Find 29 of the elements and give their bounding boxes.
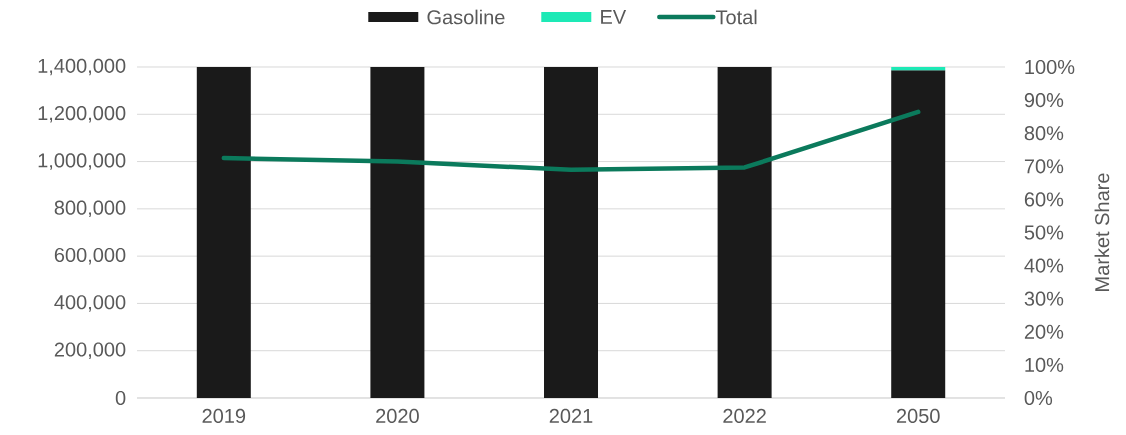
y-tick-label: 0 [115, 390, 126, 406]
y2-tick-label: 10% [1025, 357, 1064, 372]
y2-tick-label: 70% [1024, 159, 1064, 174]
y2-tick-label: 60% [1024, 192, 1064, 207]
y2-tick-label: 0% [1024, 390, 1053, 406]
y-tick-label: 200,000 [54, 342, 126, 359]
legend-label: Total [715, 9, 757, 25]
x-tick-label: 2050 [896, 408, 940, 424]
y2-tick-label: 50% [1024, 225, 1064, 240]
y2-axis-title: Market Share [1094, 173, 1110, 291]
y2-tick-label: 40% [1024, 258, 1064, 273]
y-tick-label: 400,000 [54, 295, 126, 312]
x-tick-label: 2020 [376, 408, 419, 424]
y2-tick-label: 30% [1024, 291, 1064, 306]
y2-tick-label: 80% [1024, 126, 1064, 141]
y-tick-label: 1,400,000 [38, 58, 126, 76]
x-tick-label: 2021 [549, 408, 593, 424]
y-tick-label: 600,000 [54, 247, 126, 265]
legend-label: Gasoline [427, 9, 505, 25]
x-tick-label: 2019 [202, 408, 246, 424]
y-tick-label: 800,000 [54, 200, 126, 218]
y-tick-label: 1,000,000 [38, 153, 126, 170]
legend-label: EV [601, 10, 627, 24]
y2-tick-label: 20% [1024, 324, 1064, 339]
x-tick-label: 2022 [723, 408, 766, 424]
y2-tick-label: 100% [1025, 59, 1075, 75]
y-tick-label: 1,200,000 [38, 106, 126, 123]
line-series [221, 109, 921, 173]
y2-tick-label: 90% [1024, 93, 1064, 108]
